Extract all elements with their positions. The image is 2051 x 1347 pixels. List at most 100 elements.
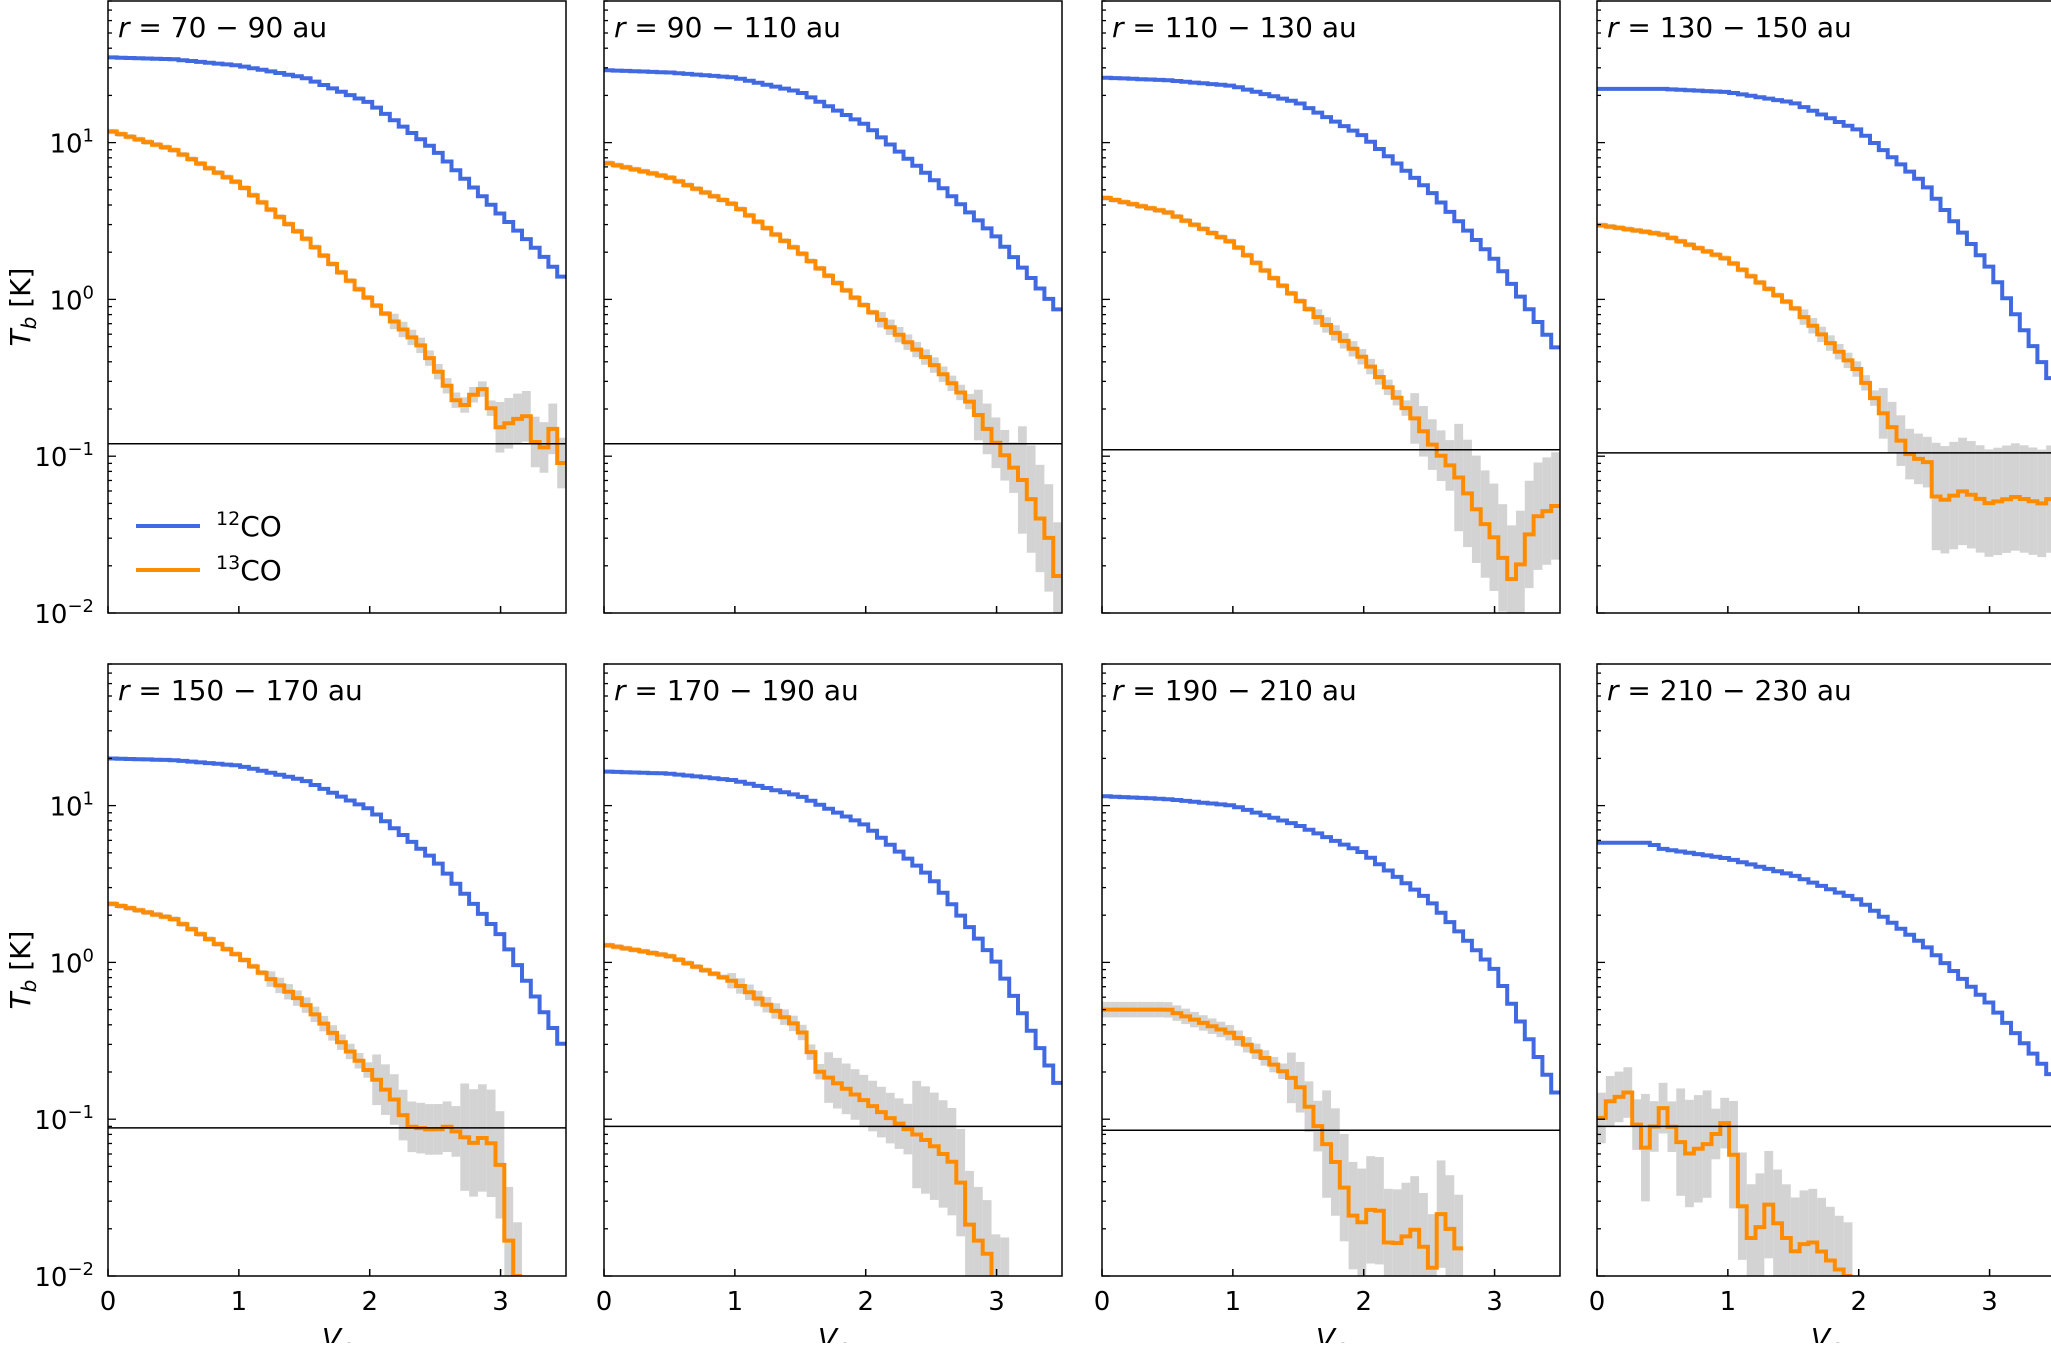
panel-2: r = 90 − 110 au — [603, 0, 1063, 614]
legend: 12CO 13CO — [136, 508, 282, 587]
uncertainty-bin — [1410, 1176, 1420, 1276]
y-tick-label: 100 — [49, 945, 94, 979]
panel-label: r = 210 − 230 au — [1607, 674, 1852, 707]
uncertainty-bin — [1790, 1197, 1800, 1276]
y-tick-label: 100 — [49, 282, 94, 316]
y-tick-label: 10−2 — [34, 596, 94, 630]
uncertainty-bin — [991, 1234, 1001, 1276]
panel-3: r = 110 − 130 au — [1101, 0, 1561, 614]
panel-8: 0 1 2 3 r = 210 − 230 au — [1589, 663, 2051, 1317]
x-tick-label: 0 — [596, 1287, 613, 1317]
uncertainty-bin — [1454, 1194, 1464, 1276]
panel-1: 10−2 10−1 100 101 r = 70 − 90 au 12CO 13CO — [34, 0, 567, 630]
x-tick-label: 0 — [1094, 1287, 1111, 1317]
y-tick-label: 10−1 — [34, 439, 94, 473]
uncertainty-bin — [1843, 1222, 1853, 1276]
series-12co-line — [108, 55, 566, 279]
uncertainty-bin — [513, 1222, 522, 1276]
plot-area — [108, 55, 566, 489]
panel-label: r = 90 − 110 au — [614, 11, 841, 44]
uncertainty-bin — [1515, 510, 1525, 613]
y-axis-label: Tb [K] — [4, 268, 41, 347]
series-13co-line — [1102, 1007, 1464, 1270]
x-tick-label: 0 — [1589, 1287, 1606, 1317]
plot-area — [108, 756, 566, 1276]
panel-frame — [603, 0, 1063, 614]
x-tick-label: 2 — [361, 1287, 378, 1317]
series-13co-line — [604, 943, 994, 1276]
y-tick-label: 10−2 — [34, 1259, 94, 1293]
x-tick-label: 1 — [231, 1287, 248, 1317]
y-tick-label: 10−1 — [34, 1102, 94, 1136]
x-axis-label: Vc — [322, 1322, 352, 1343]
plot-area — [604, 769, 1062, 1276]
plot-area — [1597, 840, 2051, 1276]
panel-7: 0 1 2 3 r = 190 − 210 au — [1094, 663, 1561, 1317]
series-13co-line — [1597, 1090, 1853, 1276]
x-tick-label: 1 — [1720, 1287, 1737, 1317]
x-tick-label: 2 — [1850, 1287, 1867, 1317]
x-tick-label: 3 — [492, 1287, 509, 1317]
panel-frame — [1596, 663, 2051, 1277]
uncertainty-bin — [1781, 1184, 1791, 1276]
uncertainty-bin — [1000, 1237, 1010, 1276]
series-12co-line — [1102, 794, 1560, 1095]
uncertainty-bin — [973, 1186, 983, 1276]
plot-area — [1102, 794, 1560, 1276]
uncertainty-bin — [1427, 1214, 1437, 1276]
legend-label-13co: 13CO — [216, 552, 282, 587]
panel-label: r = 170 − 190 au — [614, 674, 859, 707]
series-13co-line — [1597, 223, 2051, 506]
x-axis-label: Vc — [818, 1322, 848, 1343]
uncertainty-bin — [1755, 1173, 1765, 1276]
y-tick-label: 101 — [49, 789, 94, 823]
uncertainty-bin — [982, 1200, 992, 1276]
uncertainty-bin — [1507, 525, 1516, 613]
x-tick-label: 2 — [857, 1287, 874, 1317]
plot-area — [1597, 86, 2051, 558]
uncertainty-bin — [1746, 1184, 1756, 1276]
plot-area — [1102, 75, 1560, 613]
series-13co-line — [1102, 196, 1560, 581]
uncertainty-bin — [1445, 1175, 1455, 1276]
uncertainty-bin — [1392, 1189, 1402, 1276]
series-12co-line — [1102, 75, 1560, 350]
x-tick-label: 1 — [727, 1287, 744, 1317]
uncertainty-bin — [1419, 1192, 1428, 1276]
series-13co-line — [108, 129, 566, 465]
uncertainty-bin — [504, 1186, 514, 1276]
x-tick-label: 3 — [1981, 1287, 1998, 1317]
plot-area — [604, 68, 1062, 613]
series-12co-line — [604, 769, 1062, 1085]
y-axis-label: Tb [K] — [4, 931, 41, 1010]
x-axis-label: Vc — [1316, 1322, 1346, 1343]
panel-label: r = 70 − 90 au — [118, 11, 327, 44]
panel-frame — [603, 663, 1063, 1277]
series-12co-line — [108, 756, 566, 1046]
series-12co-line — [1597, 840, 2051, 1077]
uncertainty-bin — [1401, 1182, 1411, 1276]
y-tick-label: 101 — [49, 126, 94, 160]
x-tick-label: 3 — [988, 1287, 1005, 1317]
series-13co-line — [108, 901, 522, 1276]
uncertainty-bin — [1799, 1190, 1809, 1276]
panel-label: r = 130 − 150 au — [1607, 11, 1852, 44]
panel-label: r = 190 − 210 au — [1112, 674, 1357, 707]
panel-5: 0 1 2 3 10−2 10−1 100 101 r = 150 − 170 au — [34, 663, 567, 1317]
x-axis-label: Vc — [1811, 1322, 1841, 1343]
x-tick-label: 2 — [1355, 1287, 1372, 1317]
uncertainty-bin — [1817, 1197, 1826, 1276]
panel-4: r = 130 − 150 au — [1596, 0, 2051, 614]
uncertainty-bin — [1826, 1206, 1835, 1276]
x-tick-label: 0 — [100, 1287, 117, 1317]
uncertainty-bin — [1053, 522, 1062, 613]
series-13co-line — [604, 161, 1062, 578]
uncertainty-bin — [1808, 1188, 1818, 1276]
panel-label: r = 110 − 130 au — [1112, 11, 1357, 44]
panel-label: r = 150 − 170 au — [118, 674, 363, 707]
legend-label-12co: 12CO — [216, 508, 282, 543]
series-12co-line — [1597, 86, 2051, 381]
uncertainty-bin — [1383, 1188, 1393, 1276]
